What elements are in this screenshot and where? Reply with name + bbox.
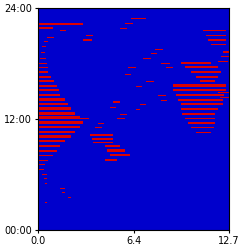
Bar — [38, 130, 75, 133]
Bar — [38, 150, 57, 152]
Bar — [47, 37, 54, 38]
Bar — [93, 142, 113, 143]
Bar — [105, 145, 121, 147]
Bar — [176, 94, 224, 96]
Bar — [181, 104, 223, 105]
Bar — [173, 84, 226, 87]
Bar — [218, 61, 227, 62]
Bar — [117, 118, 125, 119]
Bar — [92, 138, 113, 140]
Bar — [39, 67, 48, 68]
Bar — [105, 160, 117, 161]
Bar — [218, 92, 229, 93]
Bar — [40, 58, 46, 59]
Bar — [38, 160, 48, 161]
Bar — [173, 89, 226, 92]
Bar — [181, 62, 211, 64]
Bar — [38, 103, 68, 105]
Bar — [60, 188, 65, 189]
Bar — [128, 67, 136, 68]
Bar — [38, 112, 75, 114]
Bar — [95, 127, 102, 128]
Bar — [107, 149, 125, 152]
Bar — [42, 174, 47, 175]
Bar — [161, 100, 167, 101]
Bar — [38, 71, 48, 73]
Bar — [68, 197, 71, 198]
Bar — [38, 169, 44, 170]
Bar — [80, 118, 89, 119]
Bar — [38, 90, 59, 92]
Bar — [90, 134, 113, 136]
Bar — [166, 67, 173, 68]
Bar — [136, 86, 142, 87]
Bar — [146, 81, 154, 82]
Bar — [38, 108, 71, 110]
Bar — [191, 127, 214, 128]
Bar — [42, 46, 46, 47]
Bar — [38, 164, 45, 166]
Bar — [196, 132, 211, 133]
Bar — [140, 104, 146, 105]
Bar — [38, 140, 65, 142]
Bar — [38, 116, 80, 119]
Bar — [45, 183, 47, 184]
Bar — [200, 80, 215, 82]
Bar — [38, 136, 71, 138]
Bar — [178, 99, 223, 101]
Bar — [220, 97, 229, 98]
Bar — [211, 44, 226, 45]
Bar — [38, 94, 60, 96]
Bar — [188, 122, 215, 124]
Bar — [196, 76, 218, 78]
Bar — [161, 62, 170, 64]
Bar — [182, 113, 215, 114]
Bar — [38, 120, 83, 124]
Bar — [158, 95, 166, 96]
Bar — [38, 145, 60, 147]
Bar — [185, 118, 215, 119]
Bar — [110, 154, 130, 156]
Bar — [38, 76, 51, 78]
Bar — [223, 51, 229, 52]
Bar — [131, 18, 146, 19]
Bar — [206, 34, 226, 36]
Bar — [136, 109, 140, 110]
Bar — [86, 35, 93, 36]
Bar — [125, 23, 132, 24]
Bar — [151, 53, 157, 54]
Bar — [110, 107, 116, 108]
Bar — [38, 23, 83, 25]
Bar — [98, 123, 104, 124]
Bar — [75, 123, 83, 124]
Bar — [143, 58, 151, 59]
Bar — [39, 62, 47, 64]
Bar — [38, 80, 54, 82]
Bar — [38, 85, 57, 87]
Bar — [38, 155, 53, 156]
Bar — [125, 74, 131, 75]
Bar — [60, 30, 66, 31]
Bar — [38, 126, 80, 128]
Bar — [62, 192, 65, 193]
Bar — [185, 66, 218, 68]
Bar — [155, 49, 163, 50]
Bar — [38, 98, 65, 101]
Bar — [44, 178, 47, 180]
Bar — [191, 71, 222, 73]
Bar — [222, 56, 229, 57]
Bar — [181, 108, 218, 110]
Bar — [203, 30, 226, 31]
